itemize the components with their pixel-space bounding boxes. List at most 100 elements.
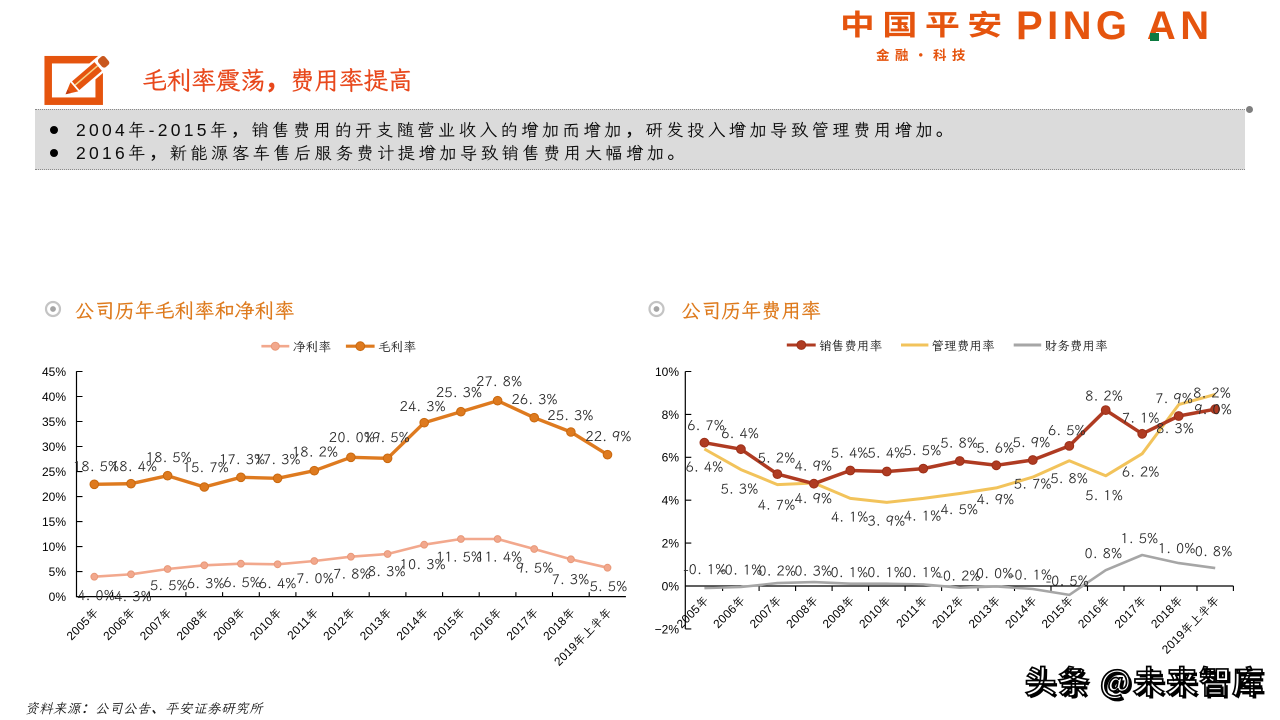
svg-text:1. 0%: 1. 0%: [1158, 539, 1196, 557]
svg-text:公司历年毛利率和净利率: 公司历年毛利率和净利率: [75, 297, 295, 324]
svg-text:5%: 5%: [49, 565, 67, 579]
svg-text:19. 5%: 19. 5%: [364, 428, 410, 446]
svg-text:毛利率: 毛利率: [378, 338, 416, 355]
svg-text:6. 4%: 6. 4%: [685, 457, 723, 475]
svg-text:18. 5%: 18. 5%: [146, 448, 192, 466]
svg-text:25%: 25%: [42, 465, 66, 479]
svg-text:7. 9%: 7. 9%: [1155, 389, 1193, 407]
svg-text:2005年: 2005年: [64, 605, 102, 643]
svg-text:净利率: 净利率: [293, 338, 331, 355]
svg-text:5. 1%: 5. 1%: [1085, 486, 1123, 504]
svg-text:2005年: 2005年: [674, 593, 712, 631]
svg-text:24. 3%: 24. 3%: [399, 397, 445, 415]
svg-text:7. 8%: 7. 8%: [333, 564, 371, 582]
svg-text:2008年: 2008年: [174, 605, 212, 643]
svg-text:15. 7%: 15. 7%: [183, 458, 229, 476]
svg-text:2%: 2%: [662, 537, 680, 551]
svg-text:22. 9%: 22. 9%: [585, 427, 631, 445]
svg-text:2016年: 2016年: [467, 605, 505, 643]
svg-text:8. 2%: 8. 2%: [1193, 383, 1231, 401]
svg-text:5. 4%: 5. 4%: [867, 444, 905, 462]
svg-text:5. 8%: 5. 8%: [940, 434, 978, 452]
svg-text:管理费用率: 管理费用率: [932, 337, 995, 354]
svg-text:4%: 4%: [662, 494, 680, 508]
svg-text:2013年: 2013年: [966, 593, 1004, 631]
svg-text:2017年: 2017年: [1112, 593, 1150, 631]
svg-text:1. 5%: 1. 5%: [1120, 529, 1158, 547]
svg-text:27. 8%: 27. 8%: [476, 372, 522, 390]
svg-text:6. 4%: 6. 4%: [259, 574, 297, 592]
svg-text:4. 3%: 4. 3%: [114, 587, 152, 605]
svg-text:2010年: 2010年: [247, 605, 285, 643]
svg-text:10. 3%: 10. 3%: [399, 555, 445, 573]
svg-text:−0. 2%: −0. 2%: [938, 567, 981, 585]
svg-text:9. 5%: 9. 5%: [516, 559, 554, 577]
svg-text:公司历年费用率: 公司历年费用率: [681, 297, 821, 324]
svg-text:0. 1%: 0. 1%: [867, 563, 905, 581]
svg-text:4. 1%: 4. 1%: [903, 507, 941, 525]
svg-text:4. 9%: 4. 9%: [794, 489, 832, 507]
svg-text:2009年: 2009年: [210, 605, 248, 643]
svg-text:11. 4%: 11. 4%: [476, 548, 522, 566]
svg-text:−0. 1%: −0. 1%: [684, 560, 727, 578]
svg-text:5. 7%: 5. 7%: [1014, 475, 1052, 493]
svg-text:17. 3%: 17. 3%: [219, 450, 265, 468]
svg-text:6%: 6%: [662, 451, 680, 465]
svg-text:0%: 0%: [662, 579, 680, 593]
svg-text:4. 1%: 4. 1%: [831, 508, 869, 526]
svg-text:−0. 5%: −0. 5%: [1046, 571, 1089, 589]
svg-text:5. 2%: 5. 2%: [757, 448, 795, 466]
svg-text:财务费用率: 财务费用率: [1045, 337, 1108, 354]
svg-text:17. 3%: 17. 3%: [254, 450, 300, 468]
svg-text:0. 0%: 0. 0%: [976, 564, 1014, 582]
svg-text:3. 9%: 3. 9%: [867, 512, 905, 530]
svg-text:7. 0%: 7. 0%: [296, 569, 334, 587]
svg-text:2012年: 2012年: [929, 593, 967, 631]
svg-text:2008年: 2008年: [783, 593, 821, 631]
svg-text:20. 0%: 20. 0%: [329, 428, 375, 446]
svg-text:45%: 45%: [42, 365, 66, 379]
svg-text:25. 3%: 25. 3%: [547, 406, 593, 424]
svg-text:2007年: 2007年: [747, 593, 785, 631]
svg-text:4. 7%: 4. 7%: [757, 495, 795, 513]
svg-text:40%: 40%: [42, 390, 66, 404]
svg-text:6. 5%: 6. 5%: [223, 573, 261, 591]
svg-text:8. 2%: 8. 2%: [1085, 386, 1123, 404]
svg-text:2011年: 2011年: [284, 605, 321, 642]
svg-text:8. 3%: 8. 3%: [1156, 419, 1194, 437]
svg-text:−2%: −2%: [655, 622, 680, 636]
svg-text:2007年: 2007年: [137, 605, 175, 643]
svg-text:0%: 0%: [49, 590, 67, 604]
svg-text:5. 3%: 5. 3%: [720, 480, 758, 498]
svg-text:6. 3%: 6. 3%: [187, 574, 225, 592]
svg-text:4. 0%: 4. 0%: [77, 586, 115, 604]
svg-text:4. 9%: 4. 9%: [794, 457, 832, 475]
svg-text:2014年: 2014年: [394, 605, 432, 643]
svg-text:4. 9%: 4. 9%: [976, 490, 1014, 508]
svg-text:6. 7%: 6. 7%: [687, 416, 725, 434]
svg-text:5. 9%: 5. 9%: [1012, 433, 1050, 451]
svg-text:6. 2%: 6. 2%: [1122, 463, 1160, 481]
svg-text:2011年: 2011年: [893, 593, 930, 630]
svg-text:6. 4%: 6. 4%: [721, 424, 759, 442]
svg-text:0. 3%: 0. 3%: [794, 562, 832, 580]
svg-text:0. 8%: 0. 8%: [1084, 544, 1122, 562]
svg-text:20%: 20%: [42, 490, 66, 504]
svg-text:0. 1%: 0. 1%: [903, 563, 941, 581]
svg-text:0. 8%: 0. 8%: [1195, 542, 1233, 560]
svg-text:9. 0%: 9. 0%: [1194, 400, 1232, 418]
svg-text:2017年: 2017年: [504, 605, 542, 643]
svg-text:18. 4%: 18. 4%: [111, 457, 157, 475]
svg-text:15%: 15%: [42, 515, 66, 529]
svg-text:2010年: 2010年: [856, 593, 894, 631]
svg-text:11. 5%: 11. 5%: [436, 548, 482, 566]
svg-text:8. 3%: 8. 3%: [368, 562, 406, 580]
svg-text:2013年: 2013年: [357, 605, 395, 643]
svg-text:18. 5%: 18. 5%: [73, 457, 119, 475]
svg-text:10%: 10%: [655, 365, 679, 379]
svg-text:10%: 10%: [42, 540, 66, 554]
svg-text:−0. 1%: −0. 1%: [1009, 566, 1052, 584]
svg-text:30%: 30%: [42, 440, 66, 454]
svg-text:8%: 8%: [662, 408, 680, 422]
svg-text:25. 3%: 25. 3%: [436, 383, 482, 401]
